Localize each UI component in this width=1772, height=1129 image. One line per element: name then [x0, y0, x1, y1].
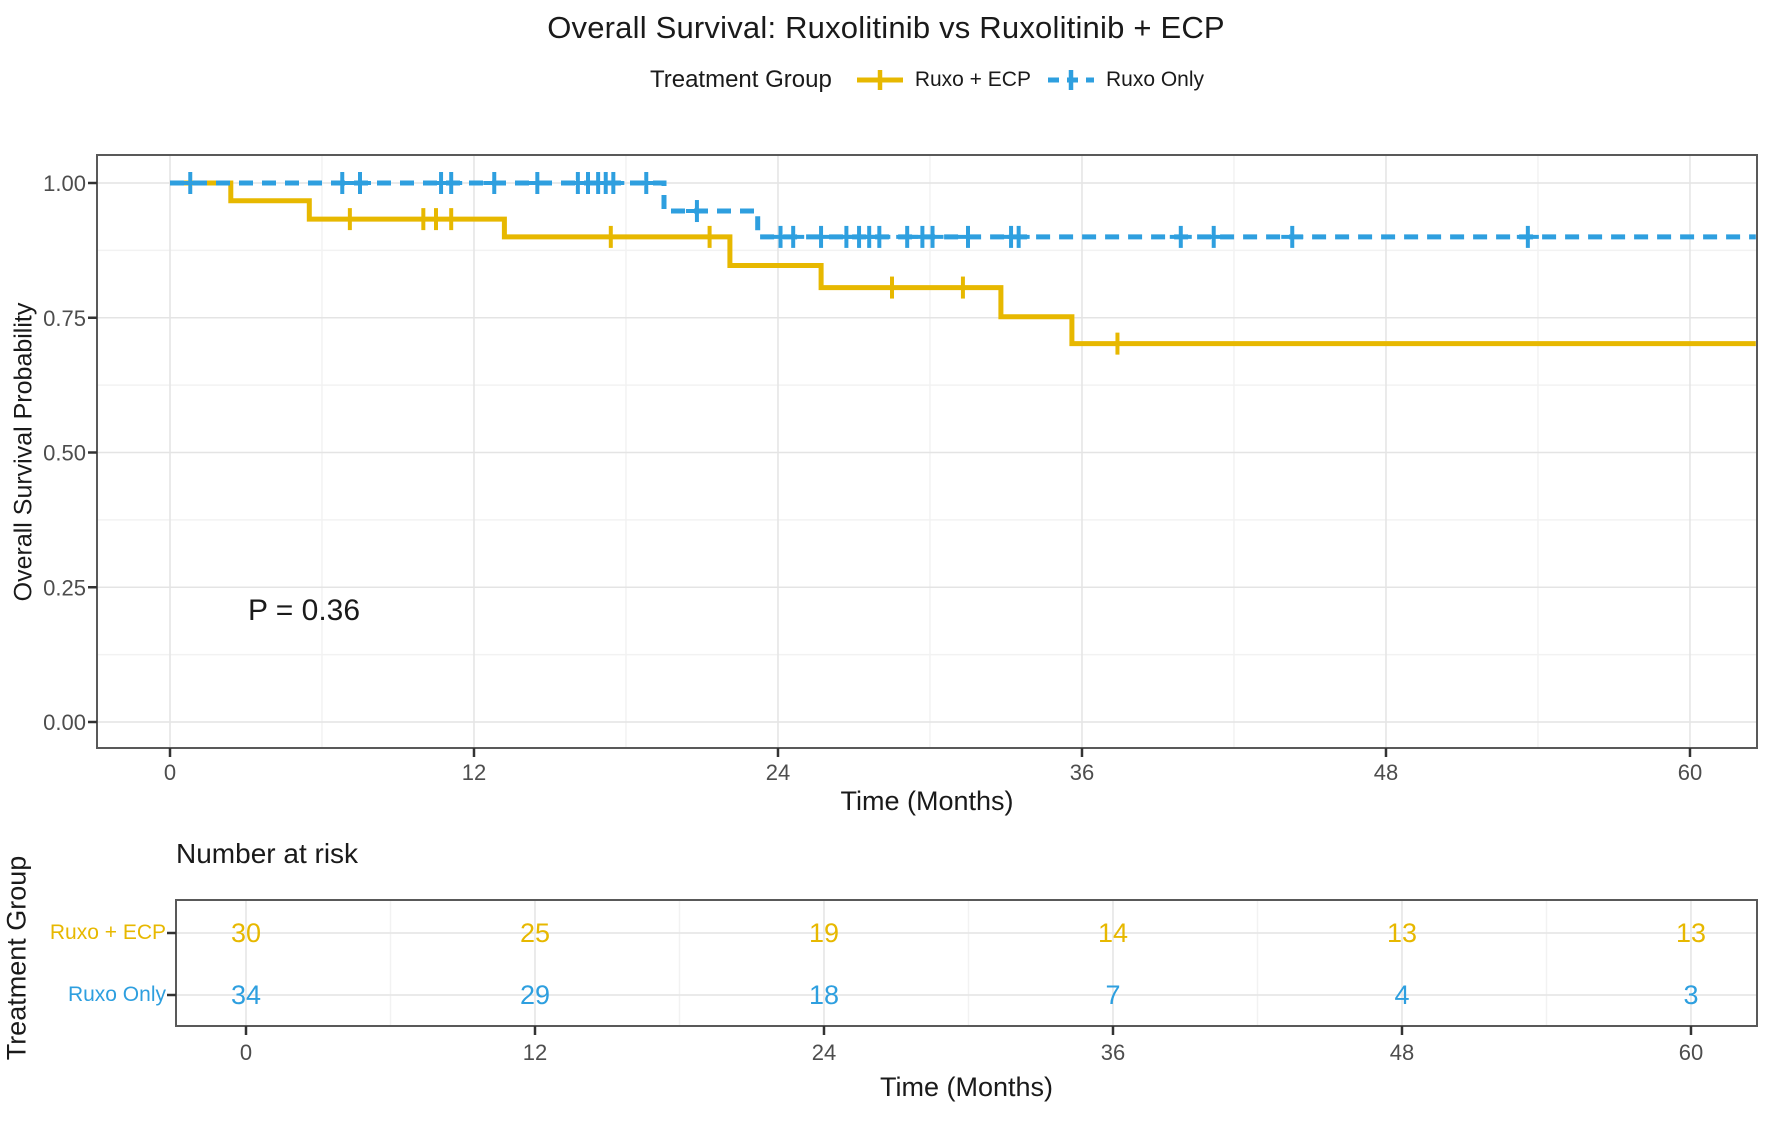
legend: Treatment Group Ruxo + ECP Ruxo Only	[97, 66, 1757, 94]
risk-table-x-axis-title: Time (Months)	[879, 1072, 1054, 1102]
survival-curve-ruxo-ecp	[170, 180, 1756, 347]
risk-row-label-ruxo-only: Ruxo Only	[67, 983, 166, 1006]
risk-count: 29	[520, 980, 550, 1010]
risk-count: 4	[1394, 980, 1409, 1010]
y-tick-label: 0.00	[43, 710, 86, 735]
x-tick-label: 48	[1374, 760, 1398, 785]
y-tick-label: 0.75	[43, 306, 86, 331]
risk-table-border	[175, 899, 1758, 1027]
page-title: Overall Survival: Ruxolitinib vs Ruxolit…	[547, 10, 1225, 45]
risk-table-title: Number at risk	[176, 838, 359, 869]
risk-count: 13	[1387, 918, 1417, 948]
dashed-line-plus-icon	[1047, 70, 1094, 90]
risk-x-tick-label: 36	[1101, 1040, 1125, 1065]
pvalue-annotation: P = 0.36	[248, 594, 361, 627]
risk-x-tick-label: 0	[240, 1040, 252, 1065]
y-tick-label: 0.25	[43, 575, 86, 600]
risk-count: 19	[809, 918, 839, 948]
y-axis-title: Overall Survival Probability	[9, 302, 38, 602]
x-axis-title: Time (Months)	[840, 786, 1014, 816]
risk-count: 18	[809, 980, 839, 1010]
y-tick-label: 1.00	[43, 171, 86, 196]
y-tick-label: 0.50	[43, 441, 86, 466]
risk-count: 7	[1105, 980, 1120, 1010]
plot-panel-border	[96, 154, 1758, 749]
risk-x-tick-label: 24	[812, 1040, 836, 1065]
risk-count: 3	[1683, 980, 1698, 1010]
risk-x-tick-label: 12	[523, 1040, 547, 1065]
solid-line-plus-icon	[856, 70, 903, 90]
x-tick-label: 60	[1678, 760, 1702, 785]
risk-count: 34	[231, 980, 261, 1010]
x-tick-label: 12	[462, 760, 486, 785]
legend-title: Treatment Group	[649, 66, 832, 93]
x-tick-label: 24	[766, 760, 790, 785]
legend-label-ruxo-ecp: Ruxo + ECP	[914, 68, 1031, 91]
x-tick-label: 36	[1070, 760, 1094, 785]
risk-table-group-axis-title: Treatment Group	[1, 855, 32, 1061]
risk-count: 13	[1676, 918, 1706, 948]
risk-count: 25	[520, 918, 550, 948]
legend-item-ruxo-ecp: Ruxo + ECP	[854, 67, 1031, 93]
risk-x-tick-label: 48	[1390, 1040, 1414, 1065]
legend-label-ruxo-only: Ruxo Only	[1105, 68, 1205, 91]
x-tick-label: 0	[164, 760, 176, 785]
legend-item-ruxo-only: Ruxo Only	[1045, 67, 1204, 93]
risk-count: 30	[231, 918, 261, 948]
survival-curve-ruxo-only	[170, 180, 1756, 240]
risk-count: 14	[1098, 918, 1128, 948]
risk-row-label-ruxo-ecp: Ruxo + ECP	[49, 921, 166, 944]
risk-x-tick-label: 60	[1679, 1040, 1703, 1065]
